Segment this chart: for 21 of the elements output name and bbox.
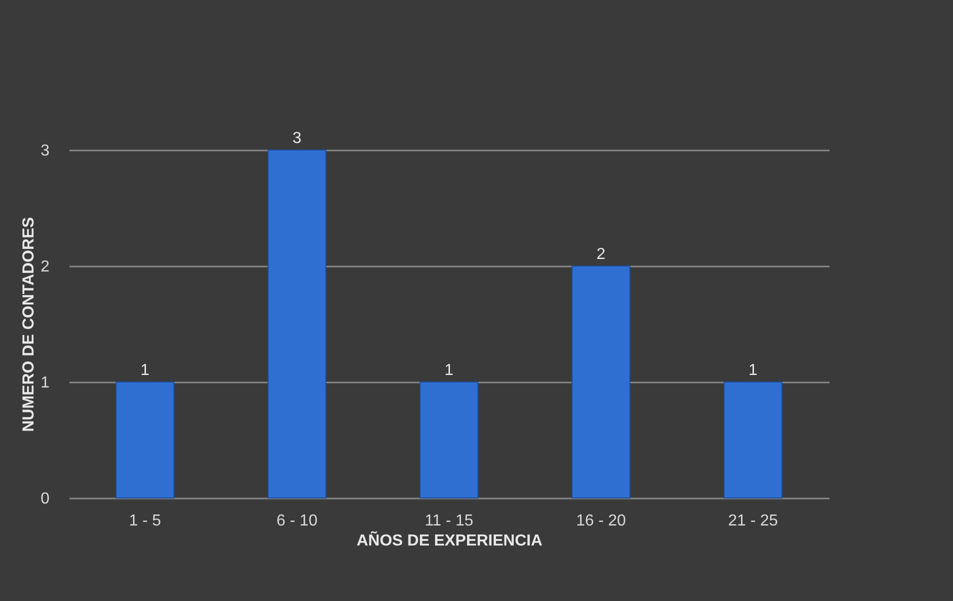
data-label: 1 <box>444 362 454 379</box>
y-tick-label: 2 <box>40 258 50 276</box>
x-tick-label: 16 - 20 <box>576 512 626 530</box>
bar <box>724 382 782 498</box>
data-label: 2 <box>596 246 606 263</box>
x-axis-title: AÑOS DE EXPERIENCIA <box>356 530 543 550</box>
y-tick-label: 3 <box>40 142 50 160</box>
x-tick-label: 6 - 10 <box>276 512 318 530</box>
y-axis-title: NUMERO DE CONTADORES <box>20 216 38 432</box>
bar <box>420 382 478 498</box>
y-tick-label: 0 <box>40 490 50 508</box>
bar <box>116 382 174 498</box>
y-tick-label: 1 <box>40 374 50 392</box>
x-tick-label: 1 - 5 <box>128 512 162 530</box>
x-tick-label: 21 - 25 <box>728 512 778 530</box>
data-label: 1 <box>748 362 758 379</box>
data-label: 1 <box>140 362 150 379</box>
x-tick-label: 11 - 15 <box>424 512 474 530</box>
bar <box>268 150 326 498</box>
bar <box>572 266 630 498</box>
data-label: 3 <box>292 130 302 147</box>
